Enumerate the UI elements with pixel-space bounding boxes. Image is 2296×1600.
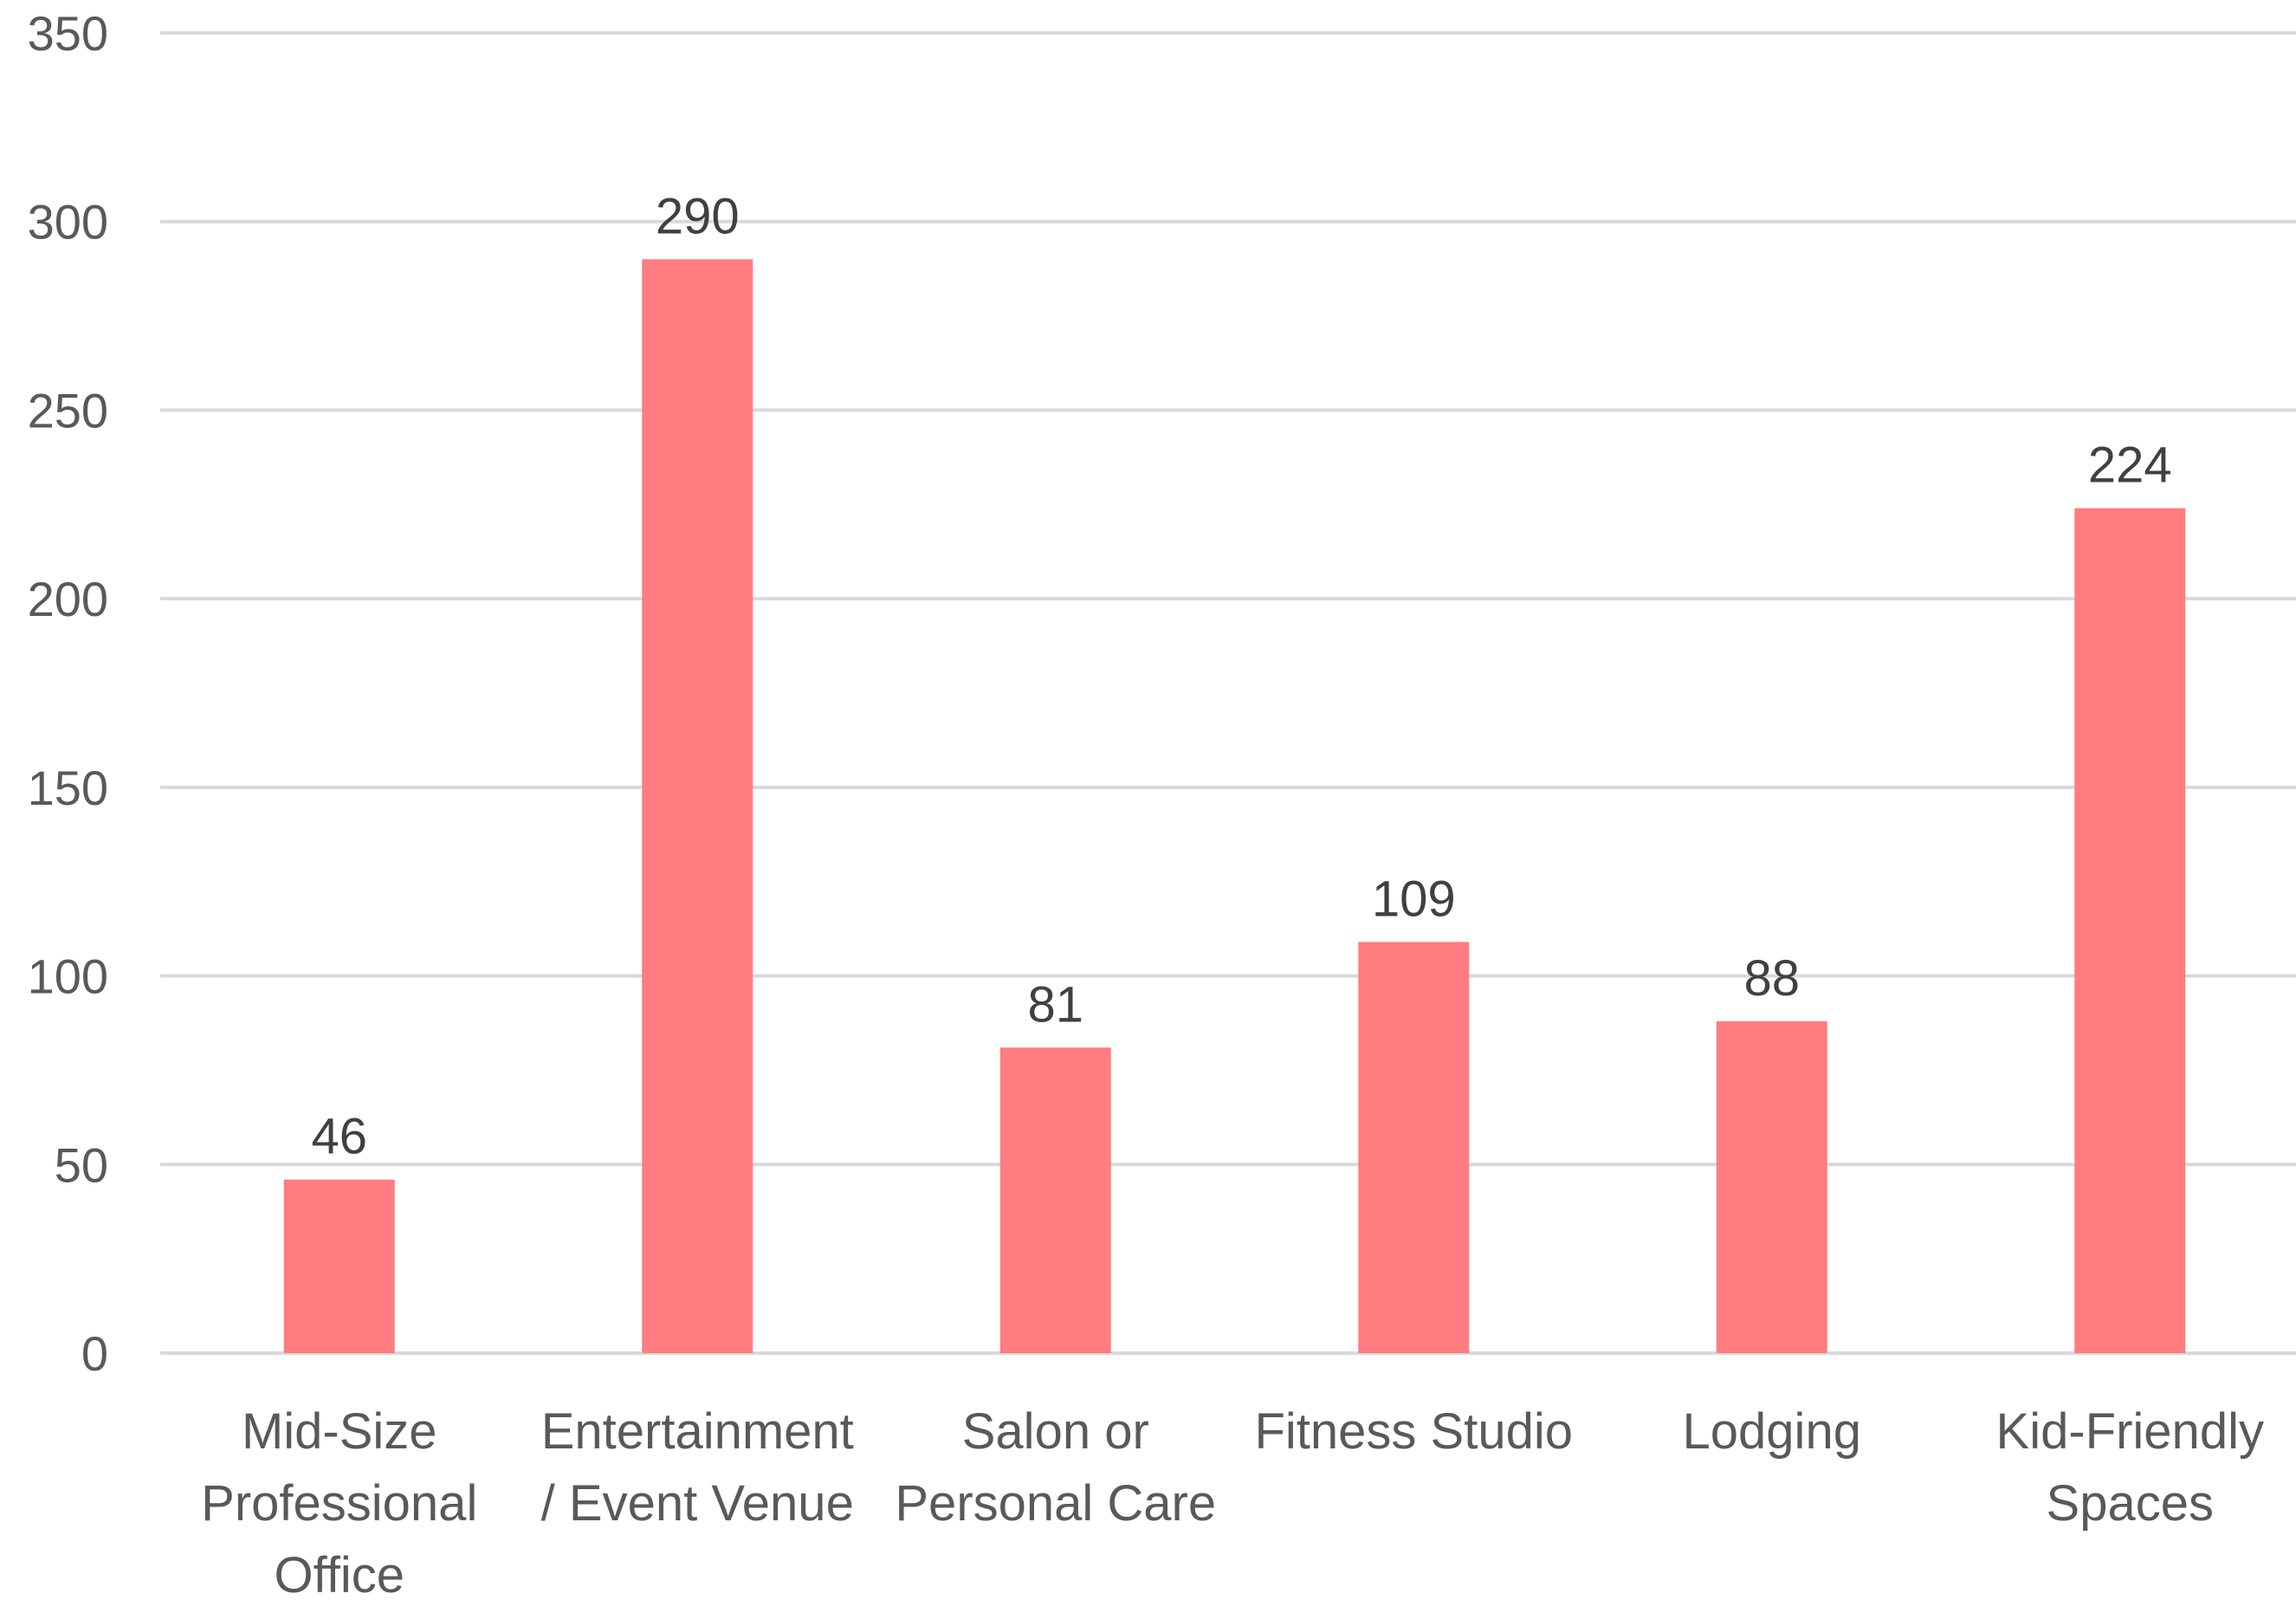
- data-label: 88: [1743, 950, 1800, 1007]
- bars: [283, 259, 2186, 1354]
- category-label-line: Entertainment: [541, 1403, 854, 1460]
- category-label-line: Mid-Size: [242, 1403, 437, 1460]
- data-label: 81: [1027, 976, 1083, 1033]
- data-label: 290: [656, 188, 740, 244]
- category-label: Mid-Size Professional Office: [201, 1403, 477, 1600]
- data-label: 109: [1372, 871, 1456, 927]
- category-label: Kid-Friendly Spaces: [1996, 1403, 2264, 1532]
- data-labels: 46 290 81 109 88 224: [311, 188, 2171, 1164]
- y-axis-ticks: 0 50 100 150 200 250 300 350: [28, 6, 108, 1381]
- category-label-line: Office: [275, 1547, 404, 1600]
- y-tick-label: 100: [28, 949, 108, 1004]
- bar: [283, 1179, 395, 1353]
- gridlines: [160, 31, 2296, 1355]
- category-label-line: Professional: [201, 1475, 477, 1532]
- category-label: Lodging: [1683, 1403, 1861, 1460]
- data-label: 224: [2088, 437, 2172, 494]
- category-label-line: / Event Venue: [541, 1475, 854, 1532]
- y-tick-label: 200: [28, 572, 108, 626]
- y-tick-label: 150: [28, 761, 108, 815]
- y-tick-label: 250: [28, 383, 108, 437]
- category-label: Salon or Personal Care: [895, 1403, 1216, 1532]
- category-label-line: Lodging: [1683, 1403, 1861, 1460]
- y-tick-label: 50: [55, 1137, 108, 1192]
- x-axis-categories: Mid-Size Professional Office Entertainment /…: [201, 1403, 2264, 1600]
- category-label-line: Kid-Friendly: [1996, 1403, 2264, 1460]
- data-label: 46: [311, 1109, 367, 1165]
- category-label-line: Spaces: [2047, 1475, 2214, 1532]
- y-tick-label: 300: [28, 195, 108, 249]
- bar: [1358, 942, 1470, 1353]
- bar: [2074, 508, 2186, 1353]
- bar: [1716, 1020, 1827, 1353]
- category-label: Fitness Studio: [1254, 1403, 1573, 1460]
- y-tick-label: 350: [28, 6, 108, 61]
- y-tick-label: 0: [81, 1326, 108, 1381]
- bar: [642, 259, 753, 1354]
- category-label: Entertainment / Event Venue: [541, 1403, 854, 1532]
- bar: [999, 1047, 1111, 1353]
- category-label-line: Personal Care: [895, 1475, 1216, 1532]
- category-label-line: Fitness Studio: [1254, 1403, 1573, 1460]
- category-label-line: Salon or: [962, 1403, 1149, 1460]
